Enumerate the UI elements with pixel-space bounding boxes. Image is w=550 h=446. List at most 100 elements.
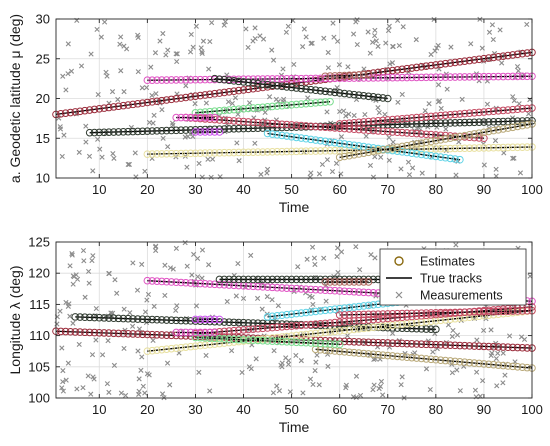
estimate-marker [191,328,200,337]
estimate-marker [523,49,531,57]
estimate-marker [451,155,459,163]
estimate-marker [326,278,334,286]
estimate-marker [282,310,291,319]
estimate-marker [326,146,334,155]
estimate-marker [258,275,267,284]
estimate-marker [302,99,310,108]
measurement-marker [160,135,166,141]
estimate-marker [307,339,315,347]
estimate-marker [157,345,166,354]
measurement-marker [396,42,402,49]
estimate-marker [292,284,301,293]
estimate-marker [407,309,416,318]
estimate-marker [177,149,185,158]
estimate-marker [379,322,387,331]
estimate-marker [513,105,522,114]
estimate-marker [148,76,156,84]
estimate-marker [432,309,440,317]
estimate-marker [162,277,171,286]
measurement-marker [398,166,404,172]
estimate-marker [335,139,344,148]
estimate-marker [412,150,421,158]
estimate-marker [239,275,248,284]
estimate-marker [215,149,224,157]
estimate-marker [177,343,185,352]
measurement-marker [123,392,129,399]
latitude-panel: 10 20 30 40 50 60 70 80 90 100 10 15 20 25 30 Time a. Ge… [7,12,543,216]
estimate-marker [162,149,171,158]
estimate-series-10 [335,306,536,319]
estimate-marker [61,109,70,117]
estimate-marker [407,324,416,333]
measurement-marker [376,109,382,116]
estimate-marker [359,118,368,126]
measurement-marker [350,31,357,37]
estimate-marker [484,127,493,136]
measurement-marker [199,247,206,253]
estimate-marker [499,305,507,313]
estimate-marker [407,73,416,82]
estimate-marker [504,143,512,152]
measurement-marker [304,256,310,262]
estimate-marker [182,328,190,337]
estimate-marker [331,138,339,147]
estimate-marker [441,144,450,153]
estimate-marker [379,351,387,359]
estimate-marker [369,323,378,332]
estimate-marker [417,150,426,159]
estimate-marker [369,338,378,347]
estimate-marker [254,336,262,345]
estimate-marker [504,362,512,370]
estimate-marker [307,285,315,294]
estimate-marker [475,359,483,368]
measurement-marker [448,44,454,50]
estimate-marker [239,105,248,113]
estimate-marker [494,117,503,126]
measurement-marker [164,360,171,366]
estimate-marker [191,333,200,342]
estimate-marker [340,311,349,319]
measurement-marker [115,96,121,103]
estimate-marker [220,88,229,97]
measurement-marker [224,298,230,305]
estimate-marker [321,72,330,81]
estimate-marker [407,129,416,138]
measurement-marker [303,34,309,40]
measurement-marker [245,44,251,51]
measurement-marker [259,306,265,312]
estimate-marker [258,319,267,328]
estimate-marker [321,137,330,146]
estimate-marker [364,324,373,332]
estimate-marker [215,334,224,343]
estimate-marker [287,338,296,346]
estimate-marker [230,326,238,335]
measurement-marker [341,108,347,114]
estimate-marker [427,112,435,121]
estimate-marker [234,318,243,327]
estimate-marker [374,310,382,318]
measurement-marker [345,64,351,70]
estimate-marker [201,317,209,326]
measurement-marker [353,373,360,379]
estimate-marker [321,123,330,132]
estimate-series-4 [191,97,334,117]
estimate-marker [282,147,291,156]
measurement-marker [70,281,76,287]
estimate-marker [196,128,205,136]
estimate-marker [379,68,387,76]
estimate-marker [138,315,147,324]
measurement-marker [472,387,479,393]
estimate-marker [432,152,440,161]
estimate-marker [441,111,450,119]
estimate-marker [220,339,229,347]
measurement-marker [510,94,516,100]
estimate-marker [172,76,181,84]
estimate-marker [379,314,387,323]
estimate-marker [508,143,517,152]
measurement-marker [126,161,132,168]
estimate-marker [148,346,156,355]
estimate-marker [196,125,205,134]
measurement-marker [248,252,254,258]
estimate-marker [427,73,435,82]
estimate-marker [388,321,397,330]
